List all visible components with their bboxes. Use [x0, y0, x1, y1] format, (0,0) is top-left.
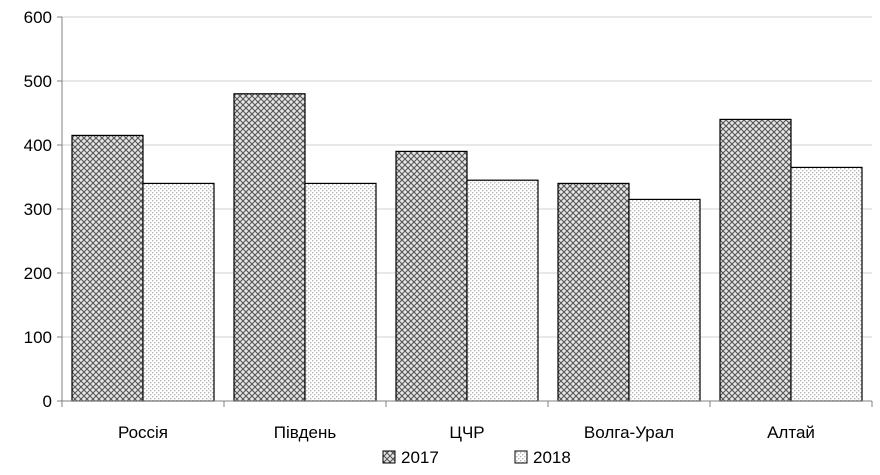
bar-2017-2	[233, 93, 306, 402]
bars	[71, 93, 863, 402]
bar-2017-5	[719, 118, 792, 402]
legend-swatch-2017	[382, 450, 396, 464]
legend-label-2018: 2018	[533, 448, 571, 467]
bar-2018-2	[304, 182, 377, 402]
bar-2018-3	[466, 179, 539, 402]
y-tick-labels: 0 100 200 300 400 500 600	[24, 8, 52, 411]
bar-2017-4	[557, 182, 630, 402]
bar-2017-1	[71, 134, 144, 402]
bar-2018-1	[142, 182, 215, 402]
y-tick-label: 100	[24, 328, 52, 347]
x-tick-label: Россія	[118, 423, 168, 442]
x-tick-label: ЦЧР	[449, 423, 484, 442]
bar-2018-4	[628, 198, 701, 402]
bar-2017-3	[395, 150, 468, 402]
y-tick-label: 600	[24, 8, 52, 27]
y-tick-label: 500	[24, 72, 52, 91]
y-tick-label: 300	[24, 200, 52, 219]
y-tick-label: 0	[43, 392, 52, 411]
y-tick-label: 400	[24, 136, 52, 155]
y-tick-label: 200	[24, 264, 52, 283]
x-tick-label: Алтай	[767, 423, 815, 442]
x-tick-label: Південь	[274, 423, 337, 442]
axes	[57, 16, 873, 407]
legend-label-2017: 2017	[401, 448, 439, 467]
legend-swatch-2018	[514, 450, 528, 464]
x-tick-label: Волга-Урал	[584, 423, 674, 442]
bar-2018-5	[790, 166, 863, 402]
legend: 2017 2018	[382, 448, 571, 467]
x-tick-labels: Россія Південь ЦЧР Волга-Урал Алтай	[118, 423, 815, 442]
